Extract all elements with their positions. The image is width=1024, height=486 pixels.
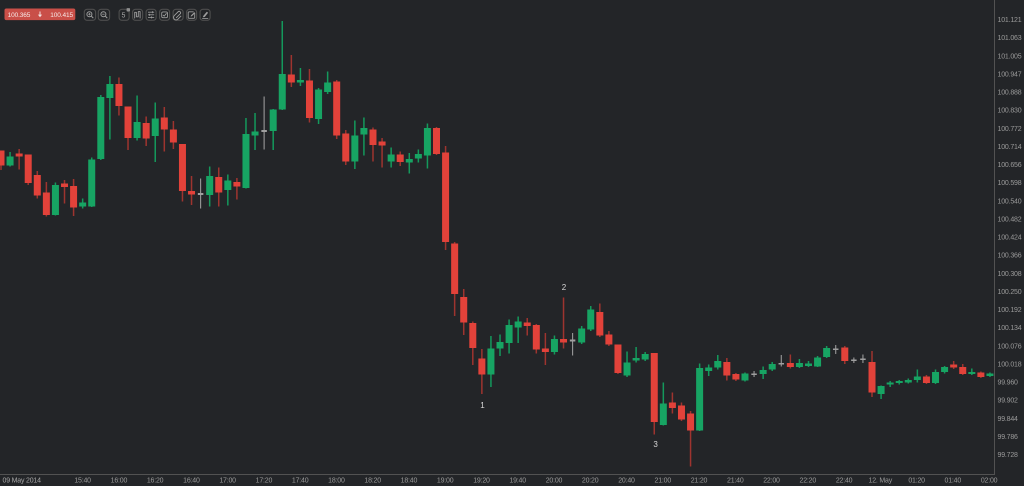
svg-text:01:40: 01:40 xyxy=(945,478,962,485)
svg-text:1: 1 xyxy=(480,401,485,410)
svg-text:19:20: 19:20 xyxy=(473,478,490,485)
svg-text:101.005: 101.005 xyxy=(998,53,1022,60)
svg-text:22:20: 22:20 xyxy=(800,478,817,485)
svg-text:99.902: 99.902 xyxy=(998,398,1019,405)
svg-text:20:20: 20:20 xyxy=(582,478,599,485)
svg-text:20:00: 20:00 xyxy=(546,478,563,485)
svg-text:21:40: 21:40 xyxy=(727,478,744,485)
svg-text:01:20: 01:20 xyxy=(908,478,925,485)
svg-text:99.728: 99.728 xyxy=(998,452,1019,459)
svg-text:18:40: 18:40 xyxy=(401,478,418,485)
svg-text:100.598: 100.598 xyxy=(998,180,1022,187)
svg-text:09 May 2014: 09 May 2014 xyxy=(3,478,42,485)
svg-text:21:00: 21:00 xyxy=(655,478,672,485)
svg-text:100.830: 100.830 xyxy=(998,108,1022,115)
svg-text:100.415: 100.415 xyxy=(50,12,73,19)
svg-text:99.786: 99.786 xyxy=(998,434,1019,441)
svg-text:101.121: 101.121 xyxy=(998,17,1022,24)
svg-text:100.250: 100.250 xyxy=(998,289,1022,296)
svg-text:15:40: 15:40 xyxy=(74,478,91,485)
svg-text:18:00: 18:00 xyxy=(328,478,345,485)
svg-text:17:40: 17:40 xyxy=(292,478,309,485)
svg-text:100.018: 100.018 xyxy=(998,362,1022,369)
svg-text:100.947: 100.947 xyxy=(998,72,1022,79)
svg-text:17:00: 17:00 xyxy=(219,478,236,485)
svg-text:99.960: 99.960 xyxy=(998,380,1019,387)
svg-text:100.134: 100.134 xyxy=(998,325,1022,332)
svg-text:16:40: 16:40 xyxy=(183,478,200,485)
svg-text:100.714: 100.714 xyxy=(998,144,1022,151)
svg-text:3: 3 xyxy=(653,440,658,449)
svg-text:100.308: 100.308 xyxy=(998,271,1022,278)
svg-text:12. May: 12. May xyxy=(869,478,893,485)
svg-text:22:40: 22:40 xyxy=(836,478,853,485)
svg-text:21:20: 21:20 xyxy=(691,478,708,485)
svg-text:19:40: 19:40 xyxy=(509,478,526,485)
svg-text:100.772: 100.772 xyxy=(998,126,1022,133)
svg-text:17:20: 17:20 xyxy=(256,478,273,485)
svg-text:16:20: 16:20 xyxy=(147,478,164,485)
svg-text:2: 2 xyxy=(562,283,567,292)
svg-text:100.482: 100.482 xyxy=(998,217,1022,224)
svg-text:100.076: 100.076 xyxy=(998,343,1022,350)
svg-text:100.365: 100.365 xyxy=(8,12,31,19)
svg-text:19:00: 19:00 xyxy=(437,478,454,485)
svg-text:100.540: 100.540 xyxy=(998,198,1022,205)
svg-text:100.656: 100.656 xyxy=(998,162,1022,169)
svg-text:22:00: 22:00 xyxy=(763,478,780,485)
svg-text:5: 5 xyxy=(121,12,125,19)
svg-text:02:00: 02:00 xyxy=(981,478,998,485)
svg-text:100.192: 100.192 xyxy=(998,307,1022,314)
svg-text:100.424: 100.424 xyxy=(998,235,1022,242)
svg-text:18:20: 18:20 xyxy=(364,478,381,485)
svg-text:16:00: 16:00 xyxy=(111,478,128,485)
svg-text:101.063: 101.063 xyxy=(998,35,1022,42)
svg-text:100.366: 100.366 xyxy=(998,253,1022,260)
svg-text:100.888: 100.888 xyxy=(998,90,1022,97)
svg-text:99.844: 99.844 xyxy=(998,416,1019,423)
svg-text:20:40: 20:40 xyxy=(618,478,635,485)
